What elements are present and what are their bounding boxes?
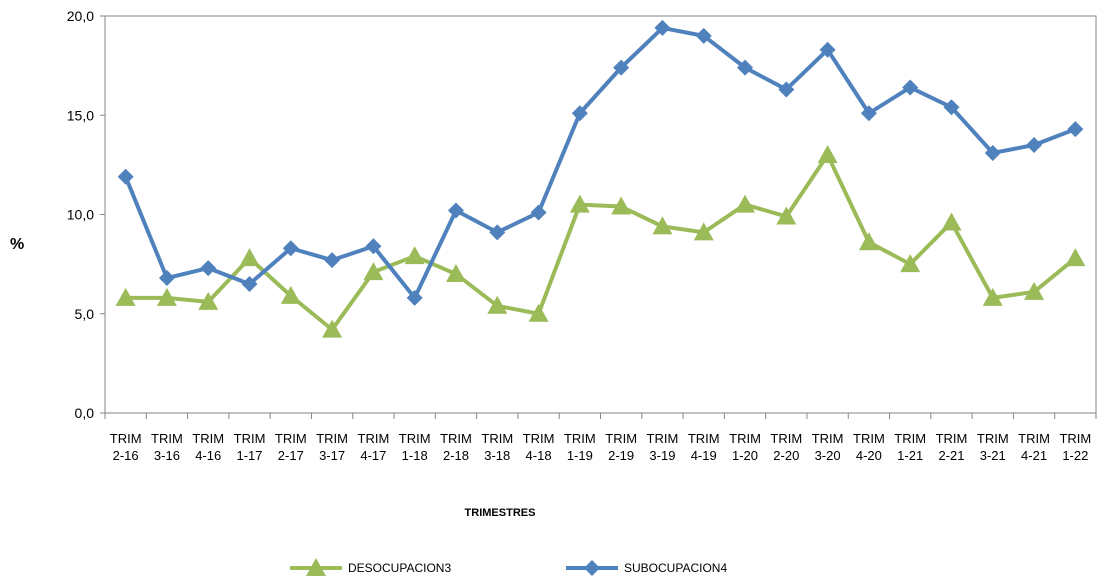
data-point-subocupacion4: [200, 260, 217, 277]
data-point-subocupacion4: [654, 19, 671, 36]
x-tick-label: TRIM 1-21: [894, 431, 926, 463]
data-point-subocupacion4: [241, 275, 258, 292]
chart-series: [115, 19, 1086, 338]
data-point-desocupacion3: [652, 216, 673, 235]
data-point-subocupacion4: [778, 81, 795, 98]
x-tick-label: TRIM 4-18: [523, 431, 555, 463]
x-tick-label: TRIM 2-17: [275, 431, 307, 463]
x-tick-label: TRIM 2-18: [440, 431, 472, 463]
data-point-desocupacion3: [817, 144, 838, 163]
chart-legend: DESOCUPACION3 SUBOCUPACION4: [290, 558, 727, 576]
x-tick-label: TRIM 2-19: [605, 431, 637, 463]
data-point-subocupacion4: [613, 59, 630, 76]
data-point-desocupacion3: [528, 303, 549, 322]
x-tick-label: TRIM 4-16: [192, 431, 224, 463]
series-line-desocupacion3: [125, 152, 1077, 332]
y-tick-label: 10,0: [67, 207, 94, 223]
data-point-subocupacion4: [860, 105, 877, 122]
data-point-subocupacion4: [324, 252, 341, 269]
x-tick-label: TRIM 1-20: [729, 431, 761, 463]
data-point-desocupacion3: [900, 254, 921, 273]
data-point-desocupacion3: [322, 319, 343, 338]
x-tick-label: TRIM 1-22: [1059, 431, 1091, 463]
x-tick-label: TRIM 2-20: [770, 431, 802, 463]
y-tick-label: 15,0: [67, 107, 94, 123]
data-point-subocupacion4: [1067, 121, 1084, 138]
data-point-subocupacion4: [530, 204, 547, 221]
x-tick-label: TRIM 4-21: [1018, 431, 1050, 463]
data-point-desocupacion3: [569, 194, 590, 213]
data-point-desocupacion3: [776, 206, 797, 225]
x-axis-title: TRIMESTRES: [465, 507, 536, 519]
chart-axes: [104, 15, 1097, 414]
data-point-subocupacion4: [489, 224, 506, 241]
data-point-subocupacion4: [406, 289, 423, 306]
data-point-desocupacion3: [611, 196, 632, 215]
data-point-desocupacion3: [115, 287, 136, 306]
data-point-desocupacion3: [941, 212, 962, 231]
y-tick-label: 0,0: [75, 405, 95, 421]
data-point-subocupacion4: [447, 202, 464, 219]
data-point-subocupacion4: [819, 41, 836, 58]
x-tick-label: TRIM 1-17: [234, 431, 266, 463]
x-axis-ticks: TRIM 2-16 TRIM 3-16 TRIM 4-16 TRIM 1-17 TRIM 2-17…: [104, 413, 1097, 463]
y-tick-label: 20,0: [67, 8, 94, 24]
plot-area-border: [104, 15, 1097, 414]
data-point-subocupacion4: [117, 168, 134, 185]
x-tick-label: TRIM 3-19: [647, 431, 679, 463]
data-point-subocupacion4: [158, 270, 175, 287]
data-point-desocupacion3: [363, 262, 384, 281]
data-point-desocupacion3: [982, 287, 1003, 306]
x-tick-label: TRIM 4-19: [688, 431, 720, 463]
x-tick-label: TRIM 3-21: [977, 431, 1009, 463]
data-point-subocupacion4: [695, 27, 712, 44]
data-point-desocupacion3: [198, 291, 219, 310]
x-tick-label: TRIM 3-16: [151, 431, 183, 463]
x-tick-label: TRIM 3-17: [316, 431, 348, 463]
x-tick-label: TRIM 1-18: [399, 431, 431, 463]
x-tick-label: TRIM 3-18: [481, 431, 513, 463]
x-tick-label: TRIM 3-20: [812, 431, 844, 463]
data-point-desocupacion3: [487, 295, 508, 314]
x-tick-label: TRIM 2-21: [936, 431, 968, 463]
legend-label: DESOCUPACION3: [348, 561, 451, 575]
series-line-subocupacion4: [123, 25, 1077, 300]
legend-marker: [306, 558, 326, 576]
legend-marker: [584, 560, 600, 576]
legend-entry-desocupacion3: DESOCUPACION3: [290, 558, 451, 576]
y-axis-label: %: [10, 236, 24, 253]
series-desocupacion3: [115, 144, 1086, 338]
y-tick-label: 5,0: [75, 306, 95, 322]
data-point-desocupacion3: [735, 194, 756, 213]
x-tick-label: TRIM 4-20: [853, 431, 885, 463]
data-point-subocupacion4: [984, 144, 1001, 161]
x-tick-label: TRIM 2-16: [110, 431, 142, 463]
data-point-desocupacion3: [280, 285, 301, 304]
data-point-desocupacion3: [445, 264, 466, 283]
legend-label: SUBOCUPACION4: [624, 561, 727, 575]
data-point-subocupacion4: [571, 105, 588, 122]
data-point-desocupacion3: [1024, 281, 1045, 300]
series-subocupacion4: [117, 19, 1084, 306]
data-point-subocupacion4: [365, 238, 382, 255]
data-point-subocupacion4: [282, 240, 299, 257]
x-tick-label: TRIM 1-19: [564, 431, 596, 463]
data-point-subocupacion4: [902, 79, 919, 96]
data-point-desocupacion3: [156, 287, 177, 306]
data-point-subocupacion4: [1026, 137, 1043, 154]
y-axis-ticks: 0,0 5,0 10,0 15,0 20,0: [67, 8, 105, 421]
data-point-subocupacion4: [737, 59, 754, 76]
data-point-desocupacion3: [239, 248, 260, 267]
data-point-desocupacion3: [1065, 248, 1086, 267]
legend-entry-subocupacion4: SUBOCUPACION4: [566, 560, 727, 576]
data-point-desocupacion3: [858, 232, 879, 251]
data-point-desocupacion3: [693, 222, 714, 241]
x-tick-label: TRIM 4-17: [358, 431, 390, 463]
data-point-subocupacion4: [943, 99, 960, 116]
data-point-desocupacion3: [404, 246, 425, 265]
